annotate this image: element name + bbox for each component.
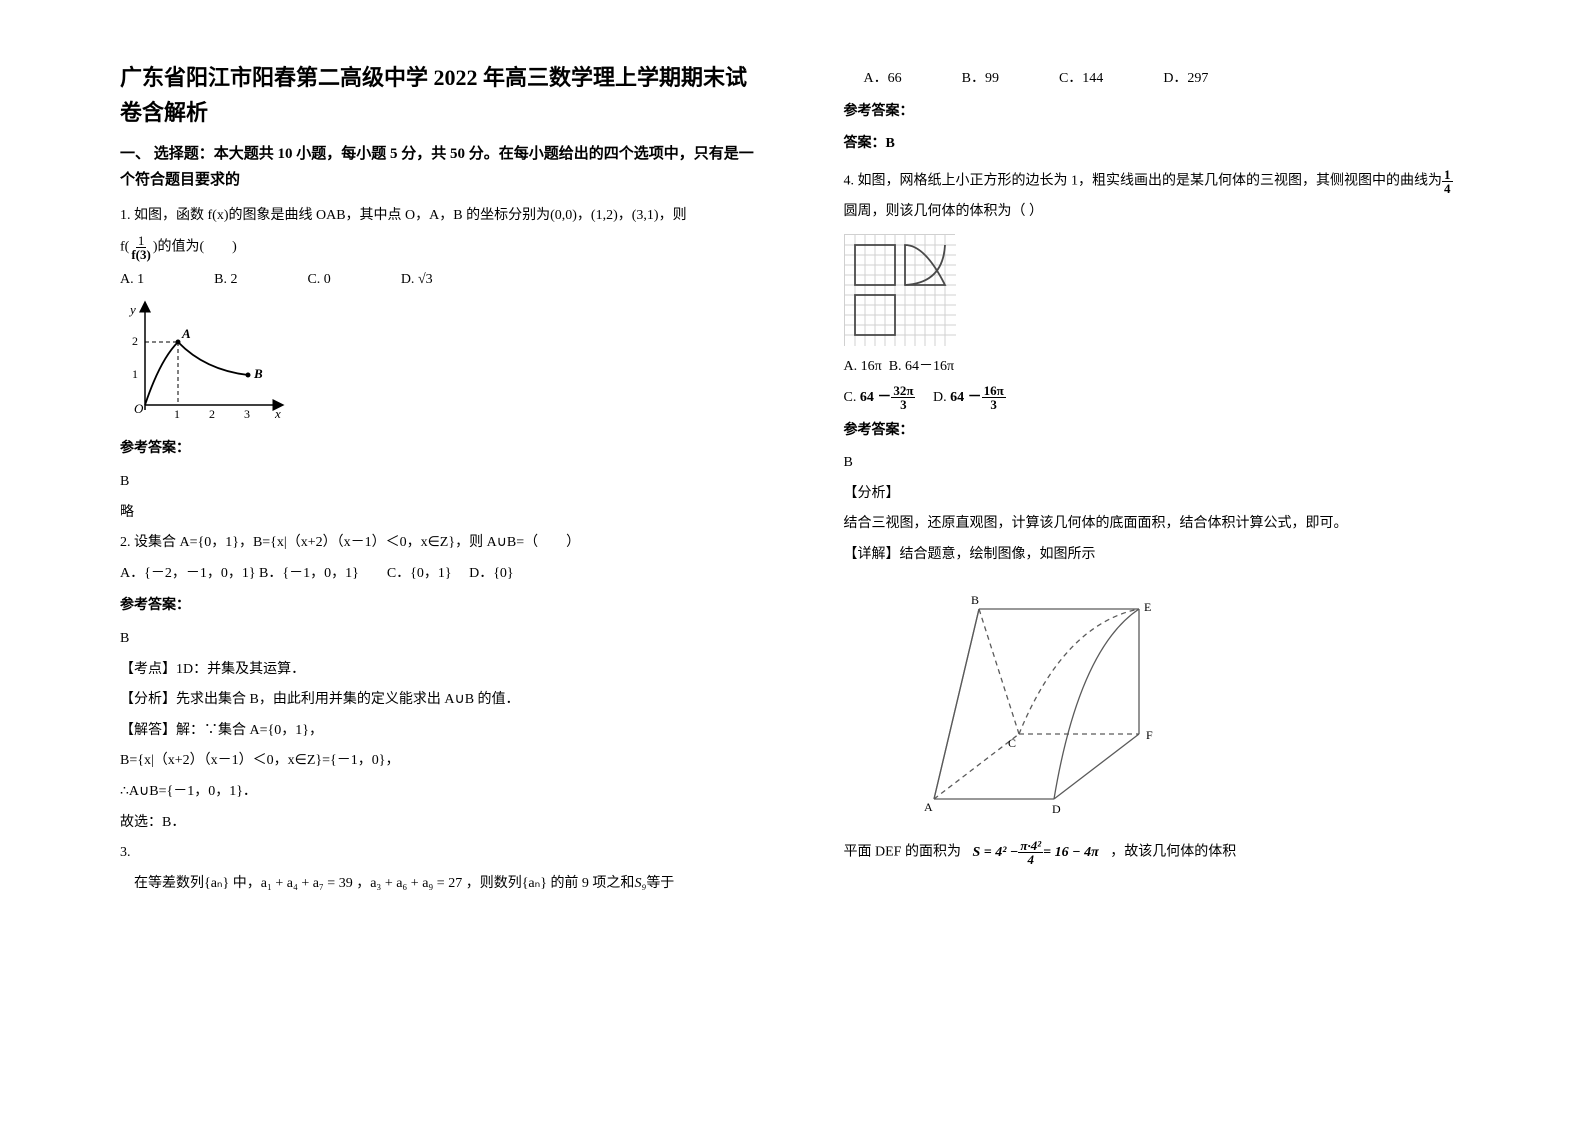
svg-text:1: 1 (132, 367, 138, 381)
origin-label: O (134, 401, 144, 416)
q1-stem2-post: )的值为( ) (153, 240, 237, 255)
q4-three-view (844, 234, 1488, 346)
section-heading: 一、 选择题：本大题共 10 小题，每小题 5 分，共 50 分。在每小题给出的… (120, 142, 764, 193)
page-title: 广东省阳江市阳春第二高级中学 2022 年高三数学理上学期期末试卷含解析 (120, 60, 764, 130)
q3-stem: 在等差数列{aₙ} 中，a₁ + a₄ + a₇ = 39 ，a₃ + a₆ +… (120, 871, 764, 898)
q2-exp1: 【考点】1D：并集及其运算． (120, 657, 764, 684)
svg-text:2: 2 (209, 407, 215, 420)
q3-opt-a: A．66 (864, 66, 902, 93)
q4-stem: 4. 如图，网格纸上小正方形的边长为 1，粗实线画出的是某几何体的三视图，其侧视… (844, 168, 1488, 195)
q3-answer: 答案：B (844, 131, 1488, 158)
q3-answer-label: 参考答案： (844, 99, 1488, 126)
q4-opt-a: A. 16π (844, 359, 882, 374)
q1-stem2-pre: f( (120, 240, 129, 255)
q3-opt-d: D．297 (1163, 66, 1208, 93)
q1-opt-d: D. √3 (401, 267, 433, 294)
solid-label-D: D (1052, 802, 1061, 816)
q2-exp4: B={x|（x+2）（x－1）＜0，x∈Z}={－1，0}， (120, 748, 764, 775)
svg-text:2: 2 (132, 334, 138, 348)
solid-label-A: A (924, 800, 933, 814)
q3-num: 3. (120, 840, 764, 867)
q4-stem-post: 圆周，则该几何体的体积为（ ） (844, 199, 1488, 226)
q2-exp5: ∴A∪B={－1，0，1}． (120, 779, 764, 806)
q2-answer: B (120, 626, 764, 653)
sqrt3-icon: √3 (418, 272, 433, 287)
q1-stem: 1. 如图，函数 f(x)的图象是曲线 OAB，其中点 O，A，B 的坐标分别为… (120, 203, 764, 230)
point-B-label: B (253, 366, 263, 381)
q1-note: 略 (120, 500, 764, 527)
q4-opt-b: B. 64－16π (889, 359, 954, 374)
q1-answer-label: 参考答案： (120, 436, 764, 463)
q1-frac-den: f(3) (129, 248, 153, 261)
q4-area-line: 平面 DEF 的面积为 S = 4² −π·4²4= 16 − 4π ，故该几何… (844, 839, 1488, 866)
solid-label-E: E (1144, 600, 1151, 614)
q4-answer: B (844, 450, 1488, 477)
q1-frac-num: 1 (136, 234, 147, 248)
q3-opt-c: C．144 (1059, 66, 1103, 93)
q4-exp1: 【分析】 (844, 481, 1488, 508)
svg-text:1: 1 (174, 407, 180, 420)
q2-stem: 2. 设集合 A={0，1}，B={x|（x+2）（x－1）＜0，x∈Z}，则 … (120, 530, 764, 557)
q1-answer: B (120, 469, 764, 496)
q4-opt-d: D. 64 －16π3 (933, 390, 1006, 405)
q4-exp2: 结合三视图，还原直观图，计算该几何体的底面面积，结合体积计算公式，即可。 (844, 511, 1488, 538)
svg-text:3: 3 (244, 407, 250, 420)
y-axis-label: y (128, 302, 136, 317)
q1-opt-b: B. 2 (214, 267, 237, 294)
q4-opts-cd: C. 64 －32π3 D. 64 －16π3 (844, 384, 1488, 411)
q4-solid-figure: A B C D E F (904, 589, 1488, 830)
q4-opts-ab: A. 16π B. 64－16π (844, 354, 1488, 381)
q3-options: A．66 B．99 C．144 D．297 (844, 66, 1488, 93)
solid-label-B: B (971, 593, 979, 607)
q3-opt-b: B．99 (962, 66, 999, 93)
q4-opt-c: C. 64 －32π3 (844, 390, 919, 405)
solid-label-F: F (1146, 728, 1153, 742)
q1-options: A. 1 B. 2 C. 0 D. √3 (120, 267, 764, 294)
solid-label-C: C (1008, 736, 1016, 750)
q2-exp2: 【分析】先求出集合 B，由此利用并集的定义能求出 A∪B 的值． (120, 687, 764, 714)
q4-exp3: 【详解】结合题意，绘制图像，如图所示 (844, 542, 1488, 569)
q1-opt-a: A. 1 (120, 267, 144, 294)
q4-answer-label: 参考答案： (844, 418, 1488, 445)
q1-stem2: f( 1f(3))的值为( ) (120, 234, 764, 261)
q2-options: A．{－2，－1，0，1} B．{－1，0，1} C．{0，1} D．{0} (120, 561, 764, 588)
point-A-label: A (181, 326, 191, 341)
q2-answer-label: 参考答案： (120, 593, 764, 620)
q1-graph: O x y 1 2 3 1 2 A B (120, 300, 764, 431)
q1-opt-c: C. 0 (307, 267, 330, 294)
x-axis-label: x (274, 406, 281, 420)
q2-exp6: 故选：B． (120, 810, 764, 837)
q2-exp3: 【解答】解：∵集合 A={0，1}， (120, 718, 764, 745)
